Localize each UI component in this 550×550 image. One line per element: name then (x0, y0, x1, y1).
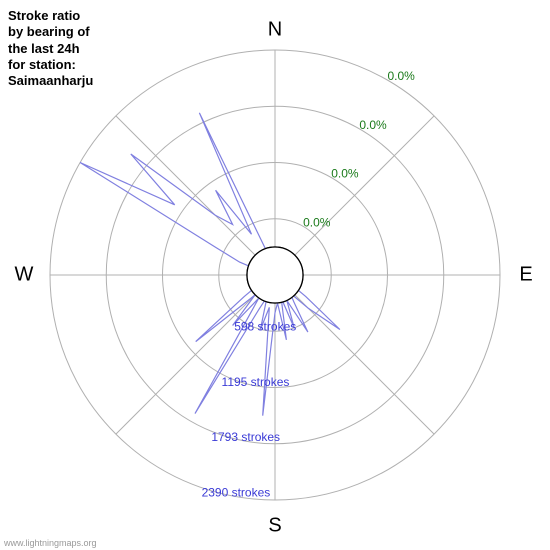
cardinal-s: S (268, 514, 281, 536)
cardinal-e: E (519, 263, 532, 285)
ring-label-percent: 0.0% (388, 69, 416, 83)
ring-label-percent: 0.0% (303, 215, 331, 229)
ring-label-percent: 0.0% (359, 118, 387, 132)
grid-spoke (116, 116, 275, 275)
cardinal-n: N (268, 18, 282, 40)
grid-spoke (116, 275, 275, 434)
ring-label-strokes: 1793 strokes (211, 430, 280, 444)
grid-spoke (275, 116, 434, 275)
grid-spoke (275, 275, 434, 434)
chart-container: Stroke ratio by bearing of the last 24h … (0, 0, 550, 550)
polar-chart: 0.0% 0.0% 0.0% 0.0% 598 strokes 1195 strokes 1… (0, 0, 550, 550)
ring-label-strokes: 2390 strokes (202, 486, 271, 500)
ring-label-strokes: 598 strokes (234, 319, 296, 333)
ring-label-strokes: 1195 strokes (222, 375, 290, 389)
ring-label-percent: 0.0% (331, 167, 359, 181)
hub-circle-top (247, 247, 303, 303)
credit-text: www.lightningmaps.org (4, 538, 97, 548)
cardinal-w: W (15, 263, 34, 285)
